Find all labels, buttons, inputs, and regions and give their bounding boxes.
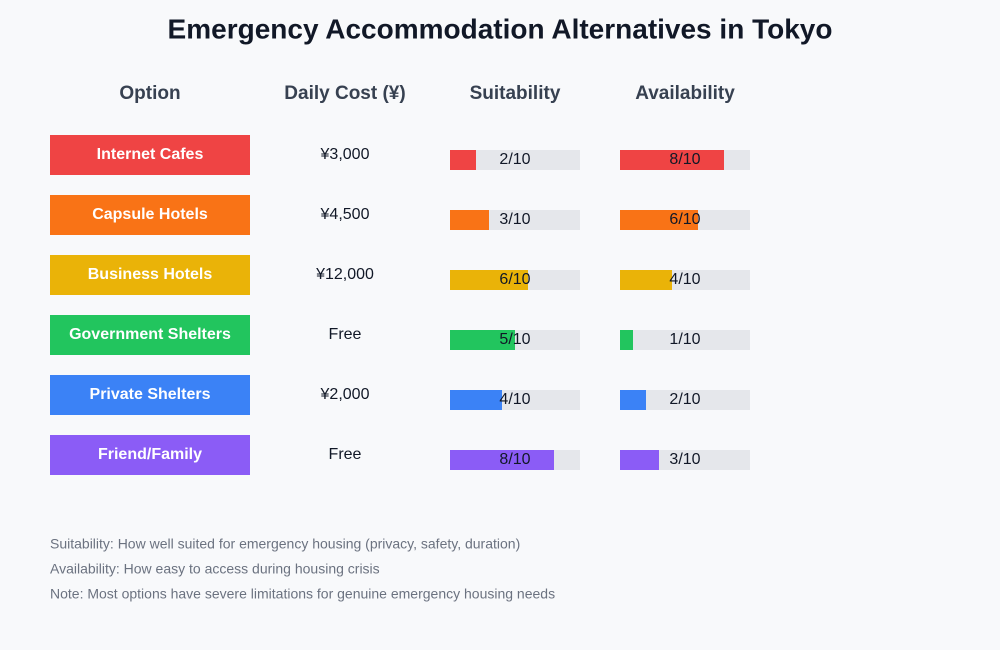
cost: ¥2,000 xyxy=(320,386,370,403)
column-header: Option xyxy=(119,83,180,104)
cost: ¥3,000 xyxy=(320,146,370,163)
availability-label: 6/10 xyxy=(669,211,700,228)
availability-label: 3/10 xyxy=(669,451,700,468)
suitability-bar xyxy=(450,330,515,350)
bar-track xyxy=(620,390,750,410)
option-label: Business Hotels xyxy=(88,266,213,283)
note: Availability: How easy to access during … xyxy=(50,561,380,577)
option-badge xyxy=(50,195,250,235)
availability-label: 1/10 xyxy=(669,331,700,348)
availability-label: 8/10 xyxy=(669,151,700,168)
availability-bar xyxy=(620,150,724,170)
suitability-label: 6/10 xyxy=(499,271,530,288)
suitability-bar xyxy=(450,270,528,290)
suitability-bar xyxy=(450,150,476,170)
option-label: Internet Cafes xyxy=(97,146,204,163)
note: Note: Most options have severe limitatio… xyxy=(50,586,555,602)
column-header: Daily Cost (¥) xyxy=(284,83,405,104)
option-badge xyxy=(50,435,250,475)
availability-bar xyxy=(620,210,698,230)
option-label: Capsule Hotels xyxy=(92,206,208,223)
suitability-bar xyxy=(450,210,489,230)
availability-bar xyxy=(620,270,672,290)
availability-bar xyxy=(620,450,659,470)
availability-bar xyxy=(620,390,646,410)
suitability-label: 4/10 xyxy=(499,391,530,408)
option-label: Private Shelters xyxy=(90,386,211,403)
option-badge xyxy=(50,255,250,295)
cost: Free xyxy=(329,326,362,343)
suitability-bar xyxy=(450,450,554,470)
cost: ¥12,000 xyxy=(315,266,374,283)
bar-track xyxy=(620,330,750,350)
suitability-label: 5/10 xyxy=(499,331,530,348)
suitability-label: 2/10 xyxy=(499,151,530,168)
option-badge xyxy=(50,135,250,175)
bar-track xyxy=(450,150,580,170)
suitability-label: 3/10 xyxy=(499,211,530,228)
suitability-bar xyxy=(450,390,502,410)
availability-bar xyxy=(620,330,633,350)
availability-label: 4/10 xyxy=(669,271,700,288)
cost: Free xyxy=(329,446,362,463)
availability-label: 2/10 xyxy=(669,391,700,408)
title: Emergency Accommodation Alternatives in … xyxy=(168,13,833,44)
column-header: Suitability xyxy=(470,83,561,104)
column-header: Availability xyxy=(635,83,735,104)
note: Suitability: How well suited for emergen… xyxy=(50,536,520,552)
option-label: Friend/Family xyxy=(98,446,202,463)
option-label: Government Shelters xyxy=(69,326,231,343)
cost: ¥4,500 xyxy=(320,206,370,223)
option-badge xyxy=(50,315,250,355)
option-badge xyxy=(50,375,250,415)
suitability-label: 8/10 xyxy=(499,451,530,468)
